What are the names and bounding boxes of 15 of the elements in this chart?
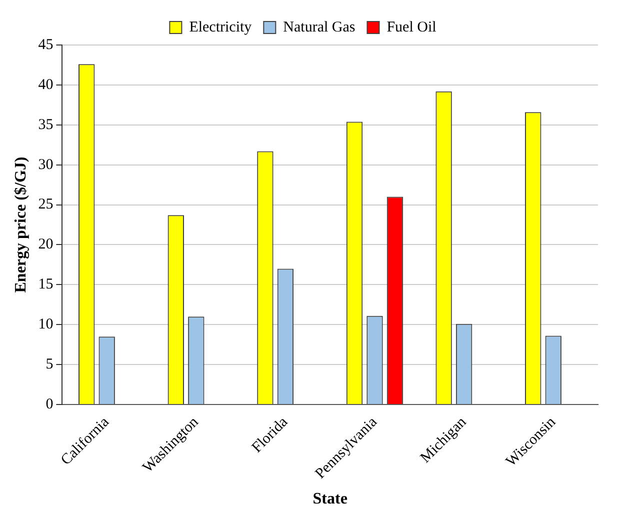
y-tick-label: 10 [38,316,54,333]
y-tick-label: 25 [38,196,54,213]
y-tick-label: 20 [38,236,54,253]
legend-label: Natural Gas [283,19,356,36]
y-tick-label: 5 [46,356,54,373]
x-axis-title: State [312,490,348,508]
y-tick-label: 35 [38,116,54,133]
y-tick-label: 30 [38,156,54,173]
y-axis-title: Energy price ($/GJ) [12,156,30,293]
y-tick-label: 0 [46,396,54,412]
legend-label: Electricity [189,19,252,36]
y-tick-label: 15 [38,276,54,293]
legend-label: Fuel Oil [386,19,436,36]
y-tick-label: 40 [38,76,54,93]
y-tick-label: 45 [38,36,54,53]
